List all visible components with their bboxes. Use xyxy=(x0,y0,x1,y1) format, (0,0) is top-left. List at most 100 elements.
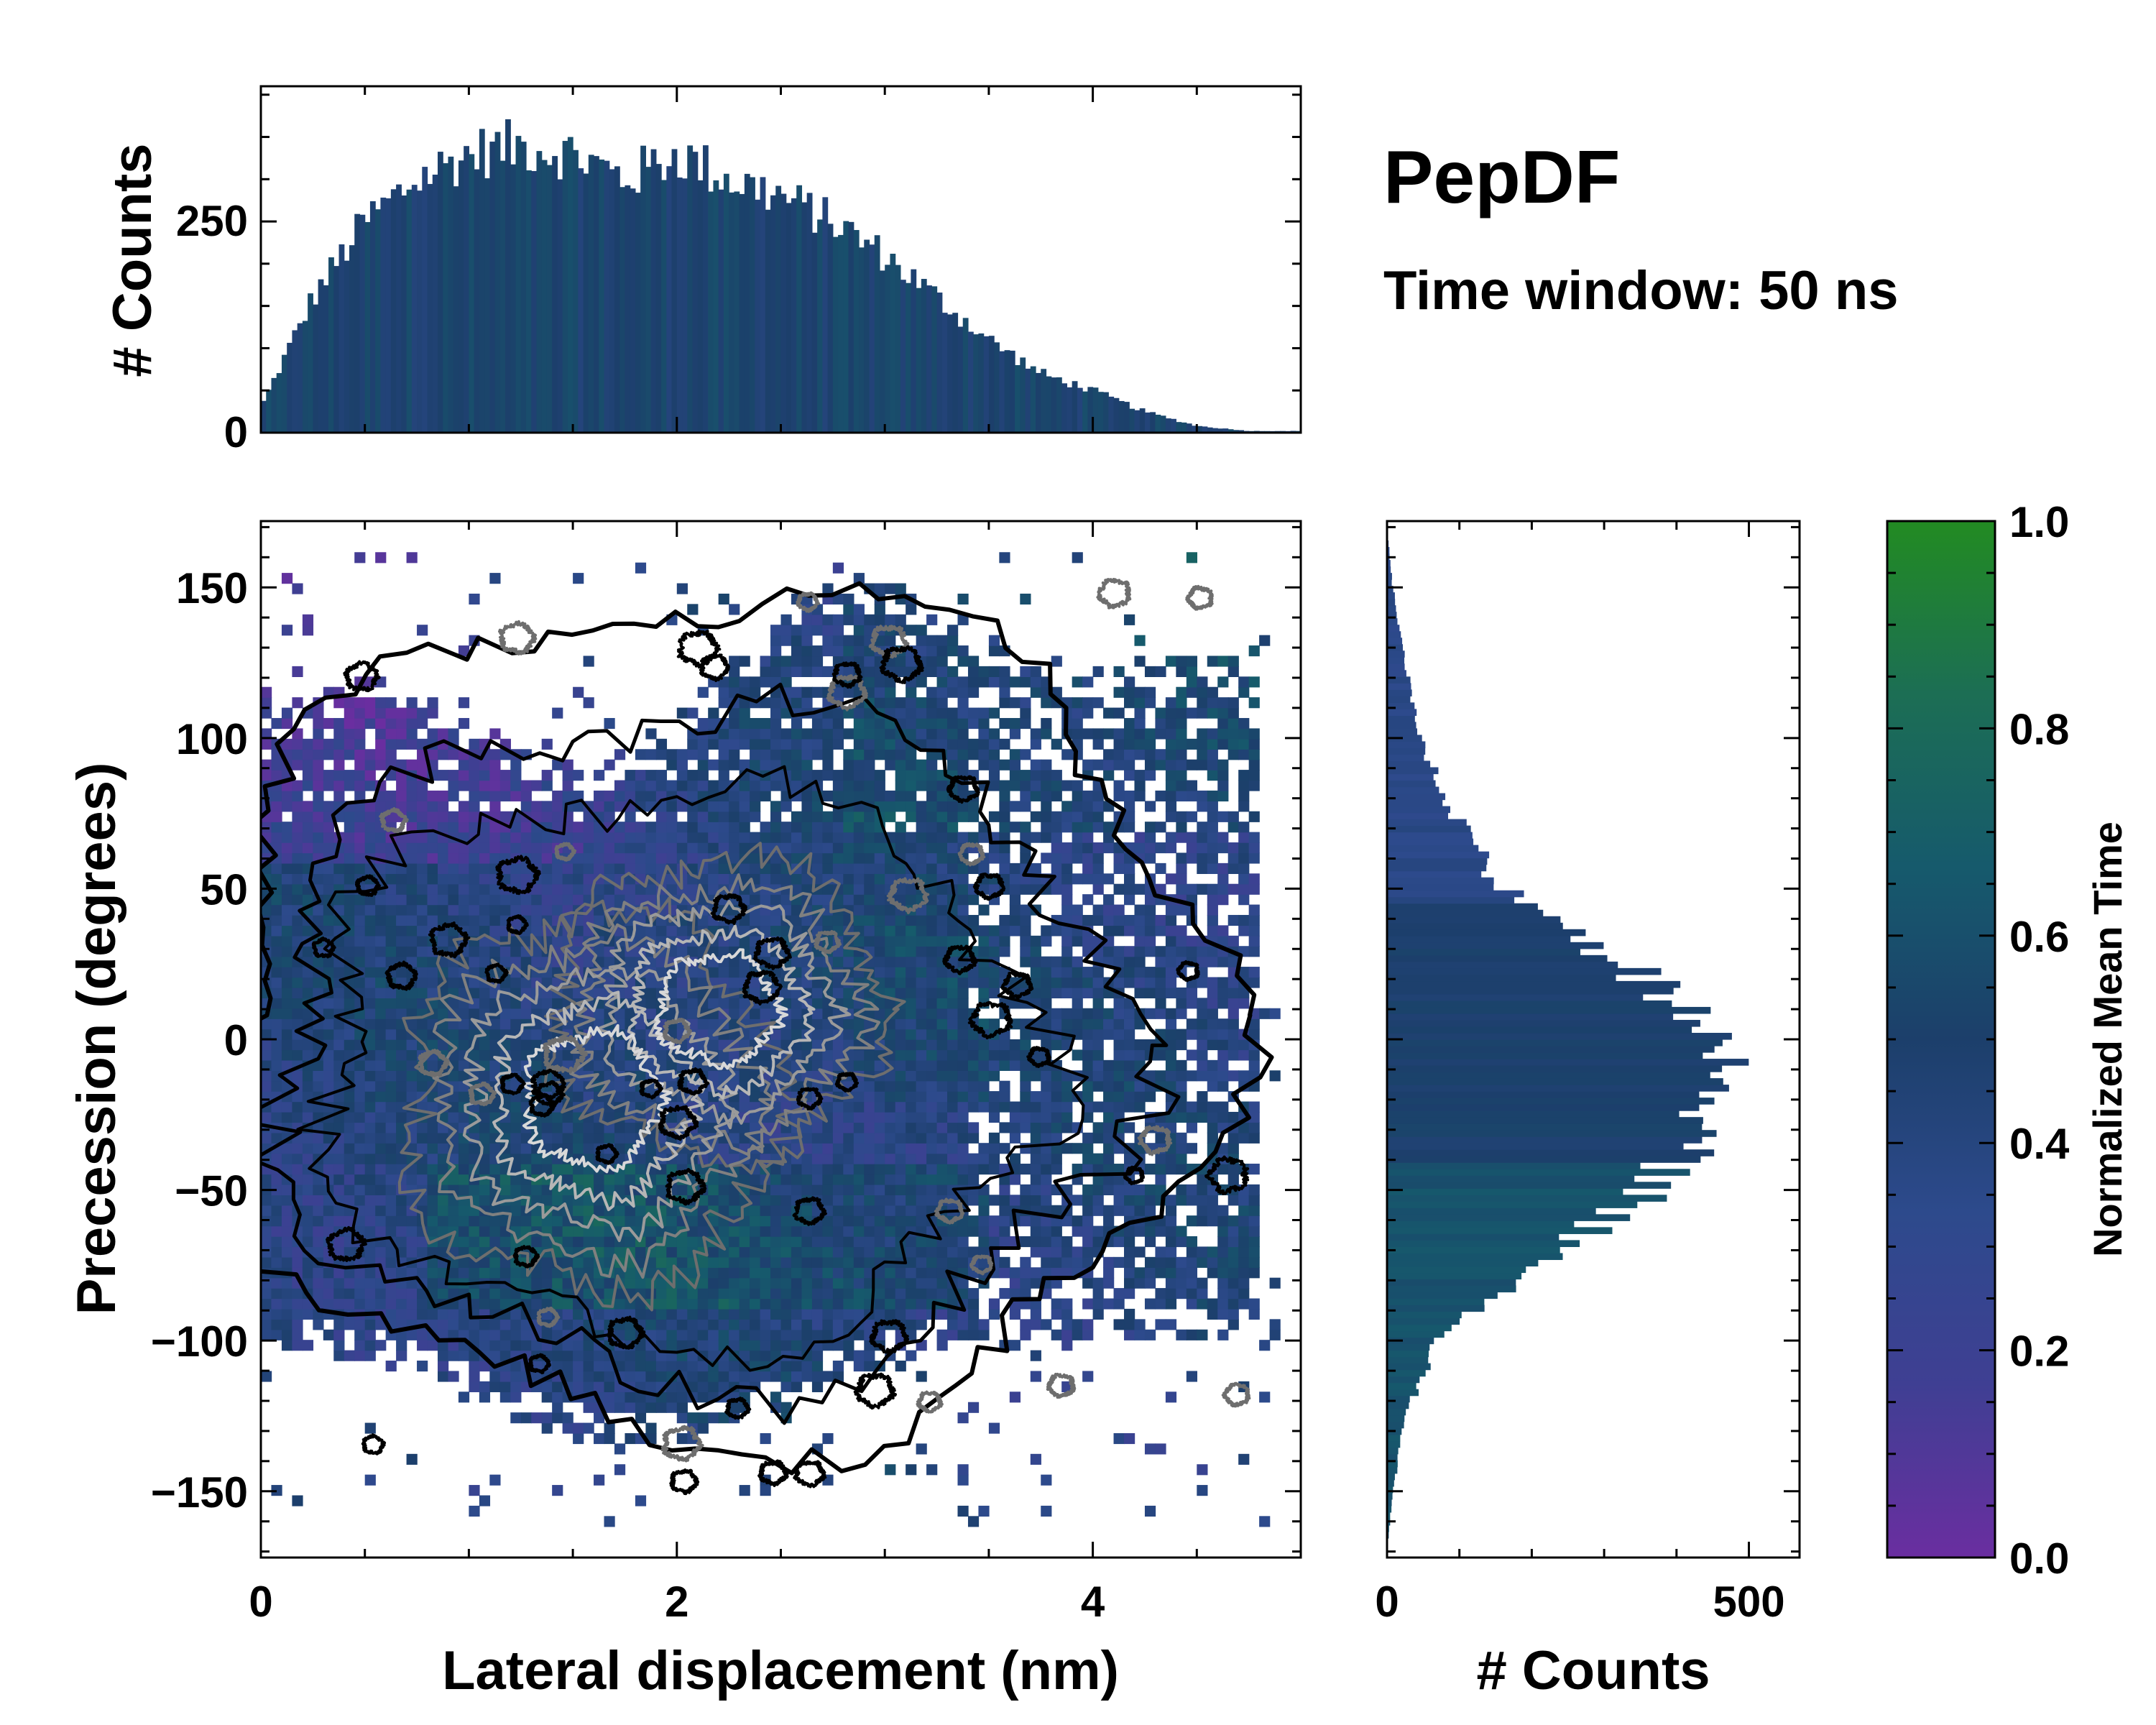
heatmap-cell xyxy=(385,728,397,740)
heatmap-cell xyxy=(843,1059,854,1071)
heatmap-cell xyxy=(885,1101,896,1113)
heatmap-cell xyxy=(645,1350,657,1361)
heatmap-cell xyxy=(770,1298,782,1310)
heatmap-cell xyxy=(729,707,740,719)
heatmap-cell xyxy=(375,1340,387,1351)
heatmap-cell xyxy=(541,1164,553,1175)
heatmap-cell xyxy=(417,1267,428,1279)
heatmap-cell xyxy=(625,862,636,874)
heatmap-cell xyxy=(770,822,782,833)
heatmap-cell xyxy=(292,1008,303,1019)
histogram-bar xyxy=(729,192,734,433)
heatmap-cell xyxy=(1009,1267,1021,1279)
heatmap-cell xyxy=(261,1195,272,1206)
heatmap-cell xyxy=(957,1091,969,1103)
heatmap-cell xyxy=(323,811,334,822)
heatmap-cell xyxy=(364,1049,376,1061)
heatmap-cell xyxy=(947,749,959,760)
heatmap-cell xyxy=(843,770,854,781)
heatmap-cell xyxy=(988,946,1000,957)
heatmap-cell xyxy=(739,728,750,740)
heatmap-cell xyxy=(614,1443,626,1455)
heatmap-cell xyxy=(313,707,324,719)
heatmap-cell xyxy=(666,1288,678,1300)
heatmap-cell xyxy=(583,1132,594,1144)
heatmap-cell xyxy=(832,1122,844,1133)
heatmap-cell xyxy=(801,1164,813,1175)
heatmap-cell xyxy=(936,894,948,906)
heatmap-cell xyxy=(906,956,917,967)
heatmap-cell xyxy=(916,935,927,947)
heatmap-cell xyxy=(906,1091,917,1103)
heatmap-cell xyxy=(614,1080,626,1092)
heatmap-cell xyxy=(333,1091,345,1103)
heatmap-cell xyxy=(469,770,480,781)
heatmap-cell xyxy=(874,1236,885,1248)
heatmap-cell xyxy=(396,1308,407,1320)
heatmap-cell xyxy=(573,790,584,802)
heatmap-cell xyxy=(281,832,293,843)
heatmap-cell xyxy=(780,1288,792,1300)
histogram-bar xyxy=(1181,422,1187,433)
heatmap-cell xyxy=(760,1298,771,1310)
heatmap-cell xyxy=(271,904,282,916)
heatmap-cell xyxy=(832,1308,844,1320)
heatmap-cell xyxy=(645,1184,657,1195)
heatmap-cell xyxy=(406,925,418,937)
heatmap-cell xyxy=(594,946,605,957)
heatmap-cell xyxy=(448,883,459,895)
heatmap-cell xyxy=(760,1195,771,1206)
heatmap-cell xyxy=(333,1350,345,1361)
heatmap-cell xyxy=(843,1122,854,1133)
heatmap-cell xyxy=(292,822,303,833)
heatmap-cell xyxy=(697,1018,709,1030)
heatmap-cell xyxy=(261,1329,272,1340)
heatmap-cell xyxy=(573,1267,584,1279)
heatmap-cell xyxy=(583,1143,594,1154)
heatmap-cell xyxy=(489,1319,501,1330)
heatmap-cell xyxy=(676,801,688,812)
heatmap-cell xyxy=(510,1153,522,1164)
histogram-bar xyxy=(671,149,678,433)
heatmap-cell xyxy=(708,1298,719,1310)
heatmap-cell xyxy=(1020,1122,1031,1133)
heatmap-cell xyxy=(417,717,428,730)
heatmap-cell xyxy=(967,1091,980,1103)
heatmap-cell xyxy=(874,697,885,709)
heatmap-cell xyxy=(531,1215,543,1227)
heatmap-cell xyxy=(520,946,532,957)
heatmap-cell xyxy=(375,707,387,719)
heatmap-cell xyxy=(729,1371,740,1382)
heatmap-cell xyxy=(614,801,626,812)
heatmap-cell xyxy=(364,1298,376,1310)
heatmap-cell xyxy=(676,832,688,843)
heatmap-cell xyxy=(906,801,917,812)
heatmap-cell xyxy=(520,977,532,988)
heatmap-cell xyxy=(676,1236,688,1248)
heatmap-cell xyxy=(687,1340,699,1351)
heatmap-cell xyxy=(906,790,917,802)
heatmap-cell xyxy=(811,998,824,1009)
heatmap-cell xyxy=(739,790,750,802)
heatmap-cell xyxy=(541,1412,553,1424)
heatmap-cell xyxy=(957,728,969,740)
heatmap-cell xyxy=(364,759,376,770)
heatmap-cell xyxy=(489,1350,501,1361)
heatmap-cell xyxy=(313,842,324,854)
heatmap-cell xyxy=(906,1059,917,1071)
heatmap-cell xyxy=(957,1308,969,1320)
heatmap-cell xyxy=(906,925,917,937)
heatmap-cell xyxy=(479,1049,491,1061)
heatmap-cell xyxy=(614,1298,626,1310)
heatmap-cell xyxy=(895,656,906,667)
heatmap-cell xyxy=(739,1246,750,1258)
heatmap-cell xyxy=(364,1101,376,1113)
heatmap-cell xyxy=(1020,1236,1031,1248)
heatmap-cell xyxy=(385,904,397,916)
heatmap-cell xyxy=(853,1236,865,1248)
heatmap-cell xyxy=(676,759,688,770)
heatmap-cell xyxy=(323,1132,334,1144)
heatmap-cell xyxy=(843,645,854,657)
heatmap-cell xyxy=(947,686,959,698)
heatmap-cell xyxy=(396,1267,407,1279)
